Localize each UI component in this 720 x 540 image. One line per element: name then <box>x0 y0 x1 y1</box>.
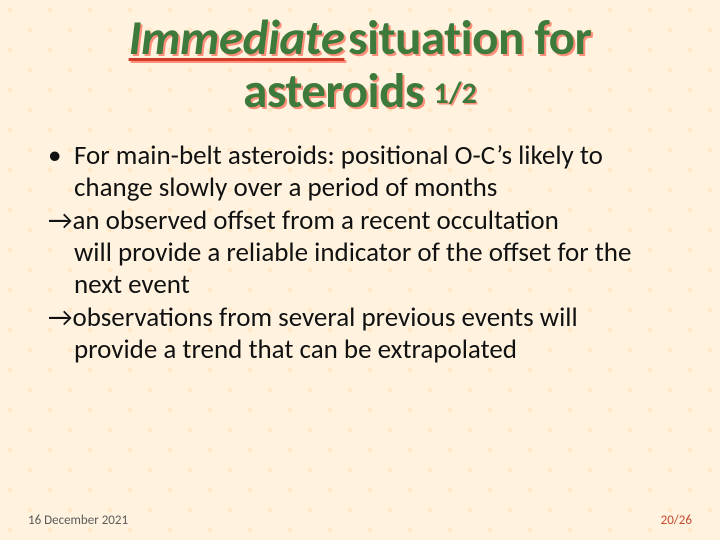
slide-body: • For main-belt asteroids: positional O-… <box>0 118 720 367</box>
bullet-mark: • <box>48 140 74 205</box>
footer-page-number: 20/26 <box>661 513 692 528</box>
slide: Immediate situation for asteroids 1/2 • … <box>0 0 720 540</box>
footer-date: 16 December 2021 <box>28 513 128 528</box>
title-word-immediate: Immediate <box>129 8 345 68</box>
arrow-mark: → <box>48 302 72 334</box>
bullet-text: For main-belt asteroids: positional O-C’… <box>74 140 672 205</box>
arrow-text: observations from several previous event… <box>72 302 672 334</box>
title-word-asteroids: asteroids <box>243 61 424 121</box>
arrow-item-1-cont: will provide a reliable indicator of the… <box>48 237 672 302</box>
arrow-item-1: →an observed offset from a recent occult… <box>48 205 672 237</box>
title-word-situation-for: situation for <box>348 8 591 68</box>
slide-footer: 16 December 2021 20/26 <box>0 513 720 528</box>
slide-title: Immediate situation for asteroids 1/2 <box>0 12 720 118</box>
arrow-item-2-cont: provide a trend that can be extrapolated <box>48 334 672 366</box>
bullet-item: • For main-belt asteroids: positional O-… <box>48 140 672 205</box>
arrow-item-2: →observations from several previous even… <box>48 302 672 334</box>
arrow-text: an observed offset from a recent occulta… <box>72 205 672 237</box>
title-page-fraction: 1/2 <box>434 75 477 112</box>
arrow-mark: → <box>48 205 72 237</box>
